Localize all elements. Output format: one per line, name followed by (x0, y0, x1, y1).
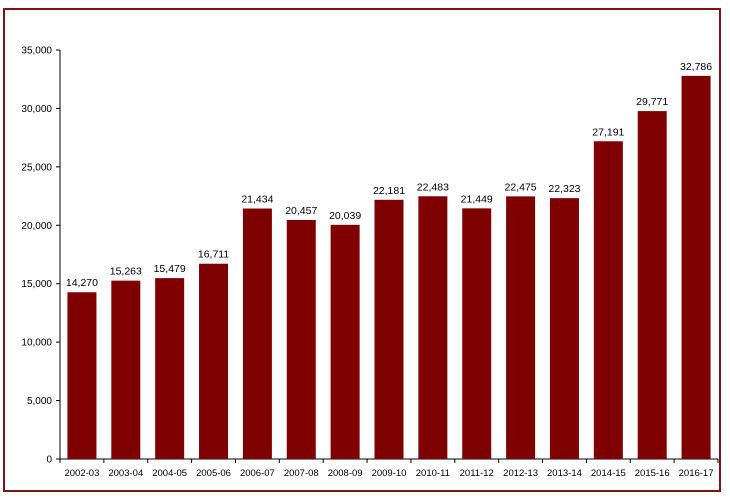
x-tick-label: 2005-06 (196, 468, 231, 479)
bar-value-label: 15,479 (154, 263, 186, 275)
bar-value-label: 22,323 (548, 183, 580, 195)
x-tick-label: 2012-13 (503, 468, 538, 479)
bar (67, 292, 97, 459)
y-tick-label: 30,000 (21, 104, 52, 115)
bar (462, 208, 492, 459)
bar (549, 198, 579, 459)
bar-value-label: 22,483 (417, 181, 449, 193)
bar-value-label: 20,039 (329, 210, 361, 222)
bar-value-label: 29,771 (636, 96, 668, 108)
bar (111, 280, 141, 459)
y-tick-label: 15,000 (21, 279, 52, 290)
bar-value-label: 16,711 (198, 249, 229, 261)
bar (681, 75, 711, 460)
y-tick-label: 5,000 (27, 396, 52, 407)
x-tick-label: 2015-16 (635, 468, 670, 479)
bar-value-label: 32,786 (680, 61, 712, 73)
x-tick-label: 2009-10 (372, 468, 407, 479)
bar-value-label: 21,434 (241, 194, 273, 206)
x-tick-label: 2004-05 (152, 468, 187, 479)
bar (418, 196, 448, 459)
bar-value-label: 20,457 (285, 205, 317, 217)
x-tick-label: 2006-07 (240, 468, 275, 479)
bar-value-label: 22,475 (505, 181, 537, 193)
y-tick-label: 25,000 (21, 162, 52, 173)
bar-value-label: 21,449 (461, 193, 493, 205)
x-tick-label: 2010-11 (416, 468, 450, 479)
x-tick-label: 2011-12 (460, 468, 494, 479)
bar (506, 196, 536, 459)
bar (155, 278, 185, 459)
x-axis (59, 458, 719, 463)
x-tick-label: 2002-03 (64, 468, 99, 479)
bar (199, 263, 229, 459)
x-tick-label: 2007-08 (284, 468, 319, 479)
bar (330, 224, 360, 459)
y-axis: 0 5,000 10,000 15,000 20,000 25,000 30,000 35,0… (21, 46, 61, 466)
bar-value-label: 22,181 (373, 185, 405, 197)
x-tick-labels: 2002-03 2003-04 2004-05 2005-06 2006-07 2007-… (64, 468, 713, 479)
bar (242, 208, 272, 459)
y-tick-label: 10,000 (21, 338, 52, 349)
bar-value-label: 14,270 (66, 277, 98, 289)
x-tick-label: 2003-04 (108, 468, 143, 479)
bar (593, 141, 623, 460)
y-tick-label: 35,000 (21, 46, 52, 57)
x-tick-label: 2008-09 (328, 468, 363, 479)
x-tick-label: 2016-17 (679, 468, 714, 479)
y-tick-label: 0 (46, 455, 52, 466)
bar-value-label: 27,191 (592, 126, 624, 138)
y-tick-label: 20,000 (21, 221, 52, 232)
bar-value-labels: 14,270 15,263 15,479 16,711 21,434 20,457 20,0… (66, 61, 712, 289)
bar (374, 199, 404, 459)
bars (67, 75, 711, 460)
bar (286, 219, 316, 459)
x-tick-label: 2013-14 (547, 468, 582, 479)
bar (637, 111, 667, 459)
x-tick-label: 2014-15 (591, 468, 626, 479)
bar-value-label: 15,263 (110, 266, 142, 278)
